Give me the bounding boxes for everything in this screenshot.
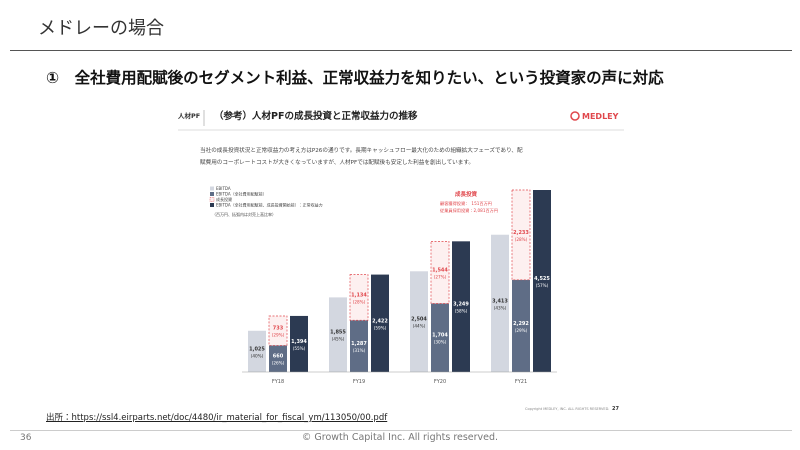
- value-label: 1,544: [432, 267, 448, 273]
- share-label: (45%): [332, 337, 345, 342]
- slide-title: （参考）人材PFの成長投資と正常収益力の推移: [214, 110, 418, 122]
- bar: [452, 241, 470, 372]
- annotation-line: 従業員採用投資：2,081百万円: [440, 207, 498, 214]
- source: 出所：https://ssl4.eirparts.net/doc/4480/ir…: [46, 413, 388, 423]
- share-label: (31%): [353, 348, 366, 353]
- value-label: 4,525: [534, 276, 550, 282]
- value-label: 3,249: [453, 302, 469, 308]
- divider: [10, 50, 792, 51]
- growth-bar: [349, 274, 369, 321]
- bar: [269, 345, 287, 372]
- bar: [290, 315, 308, 372]
- bar: [512, 279, 530, 372]
- value-label: 2,504: [411, 317, 427, 323]
- header-title: メドレーの場合: [38, 18, 164, 39]
- share-label: (57%): [536, 283, 549, 288]
- value-label: 1,394: [291, 339, 307, 345]
- share-label: (44%): [413, 324, 426, 329]
- x-tick-label: FY18: [272, 379, 284, 385]
- bar: [329, 297, 347, 372]
- legend-swatch: [210, 192, 214, 196]
- bar: [371, 274, 389, 372]
- section-label: 人材PF: [177, 111, 200, 120]
- legend-label: EBITDA（全社費用配賦前）: [216, 191, 267, 197]
- share-label: (58%): [455, 309, 468, 314]
- description-line: 当社の成長投資状況と正常収益力の考え方はP26の通りです。長期キャッシュフロー最…: [200, 146, 523, 154]
- value-label: 660: [273, 354, 284, 360]
- legend-swatch: [210, 186, 214, 191]
- share-label: (26%): [272, 361, 285, 366]
- x-tick-label: FY21: [515, 379, 527, 385]
- value-label: 2,422: [372, 318, 388, 324]
- bar: [248, 330, 266, 372]
- value-label: 1,855: [330, 330, 346, 336]
- bar: [533, 190, 551, 372]
- legend-note: （百万円、括弧内は対売上高比率）: [212, 211, 276, 217]
- share-label: (43%): [494, 305, 507, 310]
- bar: [410, 271, 428, 372]
- annotation-line: 顧客獲得投資： 151百万円: [440, 200, 492, 207]
- description-line: 賦費用のコーポレートコストが大きくなっていますが、人材PFでは配賦後も安定した利…: [200, 158, 474, 166]
- divider: [10, 430, 792, 431]
- legend-label: EBITDA: [216, 186, 231, 191]
- chart: 1,025(40%) 660(26%)733(29%)1,394(55%)FY18…: [209, 186, 557, 385]
- slide-copyright: Copyright MEDLEY, INC. ALL RIGHTS RESERV…: [525, 407, 609, 411]
- slide-page: 27: [612, 406, 619, 412]
- bar: [491, 234, 509, 372]
- subtitle: ① 全社費用配賦後のセグメント利益、正常収益力を知りたい、という投資家の声に対応: [46, 69, 664, 87]
- share-label: (30%): [434, 340, 447, 345]
- legend-label: 成長投資: [216, 196, 232, 202]
- logo-text: MEDLEY: [582, 112, 619, 121]
- legend-swatch: [209, 197, 215, 202]
- x-tick-label: FY20: [434, 379, 446, 385]
- bar: [431, 303, 449, 372]
- value-label: 1,025: [249, 346, 265, 352]
- value-label: 1,134: [351, 292, 367, 298]
- x-tick-label: FY19: [353, 379, 365, 385]
- slide-image: 人材PF （参考）人材PFの成長投資と正常収益力の推移 MEDLEY 当社の成長…: [170, 100, 632, 415]
- share-label: (55%): [293, 346, 306, 351]
- share-label: (59%): [374, 325, 387, 330]
- value-label: 1,287: [351, 341, 367, 347]
- share-label: (29%): [515, 328, 528, 333]
- copyright: © Growth Capital Inc. All rights reserve…: [301, 432, 499, 443]
- share-label: (29%): [272, 333, 285, 338]
- value-label: 1,704: [432, 333, 448, 339]
- growth-bar: [430, 241, 450, 304]
- share-label: (40%): [251, 353, 264, 358]
- logo-mark: [570, 111, 580, 121]
- bar: [350, 320, 368, 372]
- share-label: (27%): [434, 274, 447, 279]
- share-label: (28%): [353, 299, 366, 304]
- growth-bar: [511, 189, 531, 281]
- value-label: 3,413: [492, 298, 508, 304]
- value-label: 733: [273, 326, 284, 332]
- annotation-title: 成長投資: [455, 190, 478, 198]
- value-label: 2,292: [513, 321, 529, 327]
- value-label: 2,233: [513, 230, 529, 236]
- legend-label: EBITDA（全社費用配賦前、成長投資開始前）：正常収益力: [216, 202, 323, 208]
- share-label: (28%): [515, 237, 528, 242]
- growth-bar: [268, 315, 288, 346]
- logo: MEDLEY: [570, 111, 619, 121]
- page-number: 36: [20, 433, 32, 443]
- legend-swatch: [210, 203, 214, 207]
